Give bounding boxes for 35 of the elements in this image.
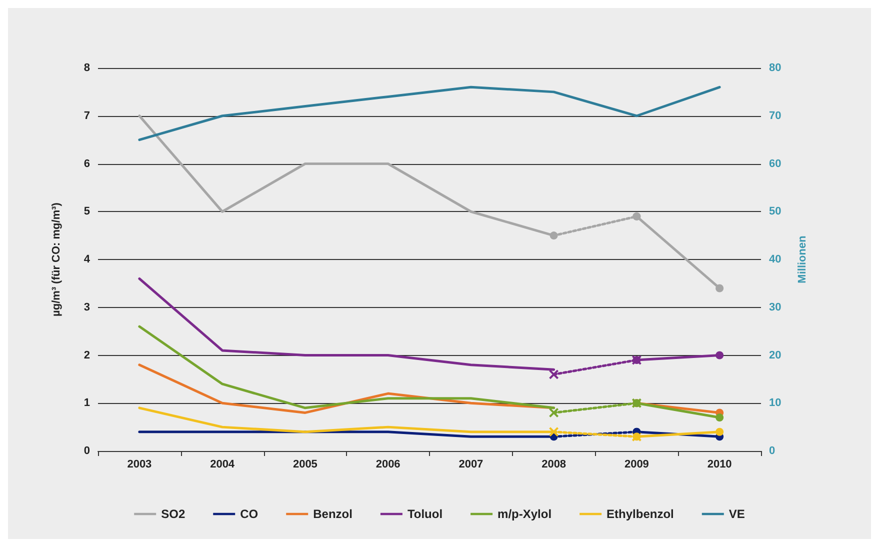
y2-tick-label: 40 [769, 254, 782, 266]
legend-label: Benzol [313, 507, 352, 521]
y-tick-label: 2 [84, 349, 90, 362]
y-tick-label: 1 [84, 397, 90, 410]
legend-label: CO [240, 507, 258, 521]
y2-tick-label: 0 [769, 445, 776, 457]
x-tick-label: 2005 [292, 458, 318, 470]
legend-label: m/p-Xylol [498, 507, 552, 521]
y2-tick-label: 70 [769, 110, 782, 122]
y-tick-label: 6 [84, 158, 90, 170]
y2-tick-label: 30 [769, 301, 782, 314]
y-tick-label: 3 [84, 301, 90, 314]
x-tick-label: 2004 [210, 458, 236, 470]
legend-label: Toluol [407, 507, 443, 521]
y-tick-label: 4 [84, 254, 91, 266]
y-axis-title: µg/m³ (für CO: mg/m³) [50, 202, 62, 316]
legend-label: VE [728, 507, 745, 521]
x-tick-label: 2009 [624, 458, 649, 470]
y2-tick-label: 10 [769, 397, 782, 410]
legend-label: SO2 [161, 507, 186, 521]
x-tick-label: 2007 [458, 458, 484, 470]
y2-tick-label: 20 [769, 349, 782, 362]
y-tick-label: 8 [84, 62, 90, 74]
y-tick-label: 5 [84, 206, 90, 218]
y-tick-label: 0 [84, 445, 90, 457]
x-tick-label: 2010 [707, 458, 732, 470]
y2-tick-label: 80 [769, 62, 782, 74]
legend-label: Ethylbenzol [606, 507, 674, 521]
x-tick-label: 2003 [127, 458, 152, 470]
y-tick-label: 7 [84, 110, 90, 122]
y2-axis-title: Millionen [796, 235, 808, 284]
x-tick-label: 2006 [376, 458, 400, 470]
y2-tick-label: 60 [769, 158, 782, 170]
y2-tick-label: 50 [769, 206, 782, 218]
x-tick-label: 2008 [542, 458, 566, 470]
